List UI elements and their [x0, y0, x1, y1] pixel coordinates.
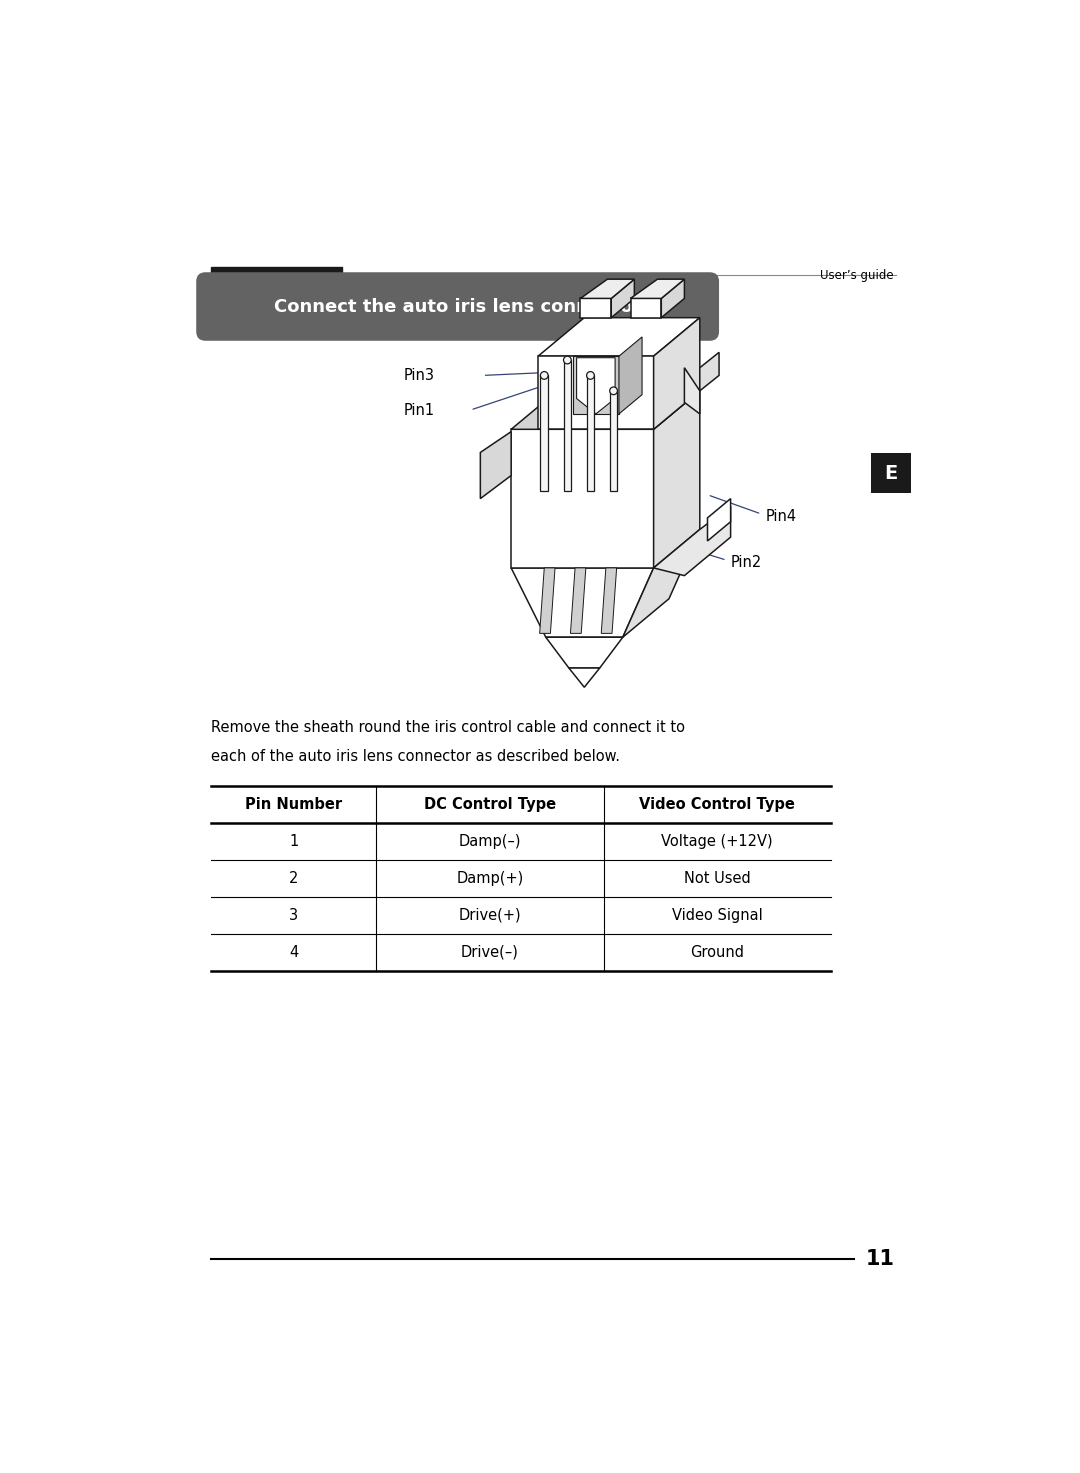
Polygon shape [511, 429, 653, 569]
Polygon shape [661, 280, 685, 318]
Polygon shape [602, 569, 617, 633]
Polygon shape [631, 280, 685, 299]
Bar [870, 454, 910, 493]
Text: Video Signal: Video Signal [672, 907, 762, 922]
Polygon shape [619, 337, 642, 414]
Text: 2: 2 [289, 871, 298, 885]
Bar [586, 376, 594, 491]
Text: Drive(+): Drive(+) [459, 907, 522, 922]
Text: Damp(–): Damp(–) [459, 834, 522, 848]
FancyBboxPatch shape [197, 273, 719, 340]
Text: DC Control Type: DC Control Type [424, 797, 556, 812]
Polygon shape [570, 569, 585, 633]
Polygon shape [611, 280, 634, 318]
Polygon shape [481, 432, 511, 499]
Text: Ground: Ground [690, 944, 744, 959]
Text: Video Control Type: Video Control Type [639, 797, 795, 812]
Text: Rib(Rb): Rib(Rb) [403, 273, 458, 289]
Text: 1: 1 [289, 834, 298, 848]
Polygon shape [569, 669, 599, 688]
Polygon shape [545, 638, 623, 669]
Text: Remove the sheath round the iris control cable and connect it to: Remove the sheath round the iris control… [211, 720, 685, 735]
Polygon shape [511, 390, 700, 429]
Bar [211, 267, 341, 284]
Circle shape [610, 387, 618, 395]
Polygon shape [538, 356, 653, 429]
Polygon shape [685, 368, 700, 414]
Text: User’s guide: User’s guide [820, 268, 894, 281]
Polygon shape [580, 299, 611, 318]
Polygon shape [577, 358, 616, 414]
Text: Not Used: Not Used [684, 871, 751, 885]
Polygon shape [511, 569, 653, 638]
Polygon shape [653, 507, 730, 576]
Bar [610, 390, 618, 491]
Polygon shape [572, 356, 619, 414]
Text: E: E [885, 464, 897, 483]
Polygon shape [538, 318, 700, 356]
Bar [564, 359, 571, 491]
Text: Pin2: Pin2 [730, 555, 761, 570]
Text: 3: 3 [289, 907, 298, 922]
Text: Pin4: Pin4 [766, 508, 796, 524]
Text: 11: 11 [865, 1249, 894, 1268]
Circle shape [540, 371, 549, 379]
Text: Voltage (+12V): Voltage (+12V) [661, 834, 773, 848]
Polygon shape [707, 499, 730, 541]
Polygon shape [700, 352, 719, 390]
Text: Pin1: Pin1 [403, 402, 434, 417]
Polygon shape [653, 318, 700, 429]
Text: Damp(+): Damp(+) [457, 871, 524, 885]
Polygon shape [623, 529, 700, 638]
Text: 4: 4 [289, 944, 298, 959]
Text: Drive(–): Drive(–) [461, 944, 518, 959]
Text: Pin3: Pin3 [403, 368, 434, 383]
Circle shape [586, 371, 594, 379]
Text: each of the auto iris lens connector as described below.: each of the auto iris lens connector as … [211, 750, 620, 764]
Polygon shape [631, 299, 661, 318]
Text: Pin Number: Pin Number [245, 797, 342, 812]
Polygon shape [653, 390, 700, 569]
Text: Connect the auto iris lens connector: Connect the auto iris lens connector [274, 298, 642, 315]
Polygon shape [580, 280, 634, 299]
Polygon shape [540, 569, 555, 633]
Circle shape [564, 356, 571, 364]
Bar [540, 376, 549, 491]
